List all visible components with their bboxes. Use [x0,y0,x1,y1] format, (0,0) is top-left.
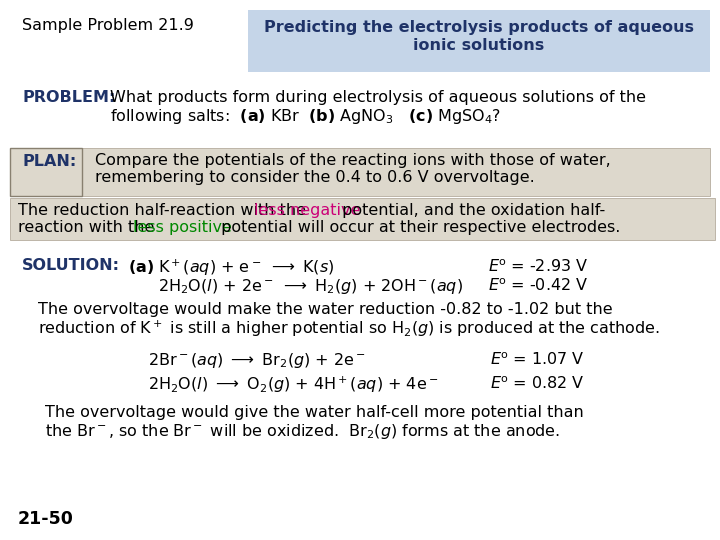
Text: less negative: less negative [254,203,361,218]
Text: 2H$_2$O($\it{l}$) $\longrightarrow$ O$_2$($\it{g}$) + 4H$^+$($\it{aq}$) + 4e$^-$: 2H$_2$O($\it{l}$) $\longrightarrow$ O$_2… [148,375,438,395]
Text: Predicting the electrolysis products of aqueous: Predicting the electrolysis products of … [264,20,694,35]
Text: PLAN:: PLAN: [22,154,76,169]
Text: What products form during electrolysis of aqueous solutions of the: What products form during electrolysis o… [110,90,646,105]
FancyBboxPatch shape [10,148,82,196]
FancyBboxPatch shape [10,198,715,240]
Text: The overvoltage would give the water half-cell more potential than: The overvoltage would give the water hal… [45,405,584,420]
Text: The overvoltage would make the water reduction -0.82 to -1.02 but the: The overvoltage would make the water red… [38,302,613,317]
Text: PROBLEM:: PROBLEM: [22,90,115,105]
Text: $\it{E}$$\rm{^o}$ = -0.42 V: $\it{E}$$\rm{^o}$ = -0.42 V [488,277,588,294]
Text: The reduction half-reaction with the: The reduction half-reaction with the [18,203,311,218]
Text: Compare the potentials of the reacting ions with those of water,: Compare the potentials of the reacting i… [95,153,611,168]
Text: 2H$_2$O($\it{l}$) + 2e$^-$ $\longrightarrow$ H$_2$($\it{g}$) + 2OH$^-$($\it{aq}$: 2H$_2$O($\it{l}$) + 2e$^-$ $\longrightar… [158,277,463,296]
Text: the Br$^-$, so the Br$^-$ will be oxidized.  Br$_2$($\it{g}$) forms at the anode: the Br$^-$, so the Br$^-$ will be oxidiz… [45,422,560,441]
Text: $\it{E}$$\rm{^o}$ = 1.07 V: $\it{E}$$\rm{^o}$ = 1.07 V [490,351,585,368]
Text: potential will occur at their respective electrodes.: potential will occur at their respective… [216,220,620,235]
Text: reaction with the: reaction with the [18,220,160,235]
FancyBboxPatch shape [10,148,710,196]
Text: $\mathbf{(a)}$: $\mathbf{(a)}$ [128,258,154,276]
Text: following salts:  $\mathbf{(a)}$ KBr  $\mathbf{(b)}$ AgNO$_3$   $\mathbf{(c)}$ M: following salts: $\mathbf{(a)}$ KBr $\ma… [110,107,501,126]
Text: K$^+$($\it{aq}$) + e$^-$ $\longrightarrow$ K($\it{s}$): K$^+$($\it{aq}$) + e$^-$ $\longrightarro… [158,258,334,278]
Text: 21-50: 21-50 [18,510,74,528]
Text: reduction of K$^+$ is still a higher potential so H$_2$($\it{g}$) is produced at: reduction of K$^+$ is still a higher pot… [38,319,660,339]
Text: 2Br$^-$($\it{aq}$) $\longrightarrow$ Br$_2$($\it{g}$) + 2e$^-$: 2Br$^-$($\it{aq}$) $\longrightarrow$ Br$… [148,351,366,370]
Text: $\it{E}$$\rm{^o}$ = -2.93 V: $\it{E}$$\rm{^o}$ = -2.93 V [488,258,588,275]
FancyBboxPatch shape [248,10,710,72]
Text: SOLUTION:: SOLUTION: [22,258,120,273]
Text: less positive: less positive [133,220,232,235]
Text: $\it{E}$$\rm{^o}$ = 0.82 V: $\it{E}$$\rm{^o}$ = 0.82 V [490,375,585,392]
Text: ionic solutions: ionic solutions [413,38,544,53]
Text: remembering to consider the 0.4 to 0.6 V overvoltage.: remembering to consider the 0.4 to 0.6 V… [95,170,535,185]
Text: Sample Problem 21.9: Sample Problem 21.9 [22,18,194,33]
Text: potential, and the oxidation half-: potential, and the oxidation half- [337,203,606,218]
